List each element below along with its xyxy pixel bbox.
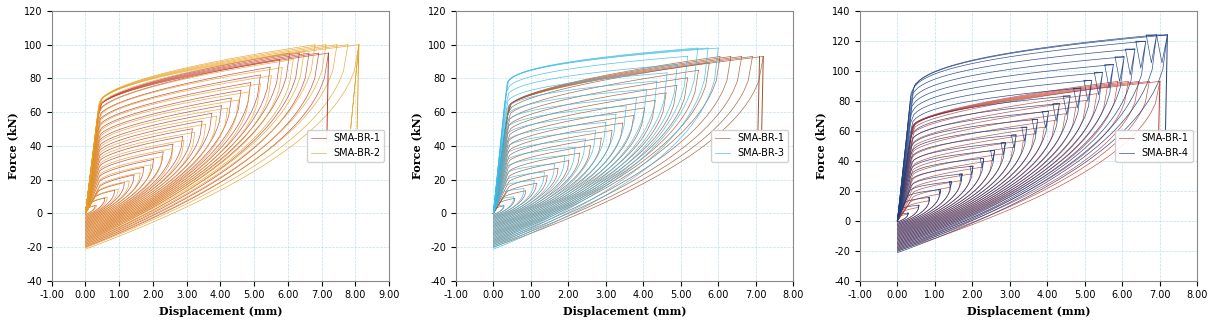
SMA-BR-1 [78,213,92,217]
Line: SMA-BR-4: SMA-BR-4 [898,213,908,222]
Legend: SMA-BR-1, SMA-BR-3: SMA-BR-1, SMA-BR-3 [711,130,789,162]
Y-axis label: Force (kN): Force (kN) [7,112,18,179]
SMA-BR-3 [491,204,505,208]
SMA-BR-1 [492,209,507,213]
SMA-BR-3 [496,203,510,207]
Y-axis label: Force (kN): Force (kN) [411,112,422,179]
SMA-BR-3 [492,204,507,208]
SMA-BR-4 [900,211,915,215]
SMA-BR-4 [897,212,911,215]
SMA-BR-1 [897,217,911,221]
SMA-BR-1 [891,220,905,224]
SMA-BR-1 [492,205,507,209]
SMA-BR-1 [899,215,914,219]
SMA-BR-4 [891,220,905,224]
SMA-BR-2 [89,203,103,207]
SMA-BR-4 [891,219,905,223]
SMA-BR-3 [492,210,507,214]
SMA-BR-3 [486,213,501,217]
X-axis label: Displacement (mm): Displacement (mm) [967,306,1090,317]
SMA-BR-1 [497,204,512,208]
SMA-BR-4 [894,218,909,222]
SMA-BR-1 [78,211,92,215]
SMA-BR-1 [79,213,94,216]
Line: SMA-BR-1: SMA-BR-1 [85,206,95,215]
Line: SMA-BR-3: SMA-BR-3 [493,205,503,215]
SMA-BR-1 [491,211,505,214]
SMA-BR-2 [87,207,102,211]
SMA-BR-1 [83,205,97,209]
SMA-BR-1 [86,207,101,211]
SMA-BR-3 [486,213,501,217]
SMA-BR-1 [894,218,909,222]
Legend: SMA-BR-1, SMA-BR-4: SMA-BR-1, SMA-BR-4 [1115,130,1192,162]
SMA-BR-4 [893,213,908,217]
SMA-BR-1 [87,204,102,208]
SMA-BR-1 [486,213,501,216]
SMA-BR-1 [486,213,501,217]
SMA-BR-2 [78,213,92,217]
SMA-BR-1 [491,205,505,209]
X-axis label: Displacement (mm): Displacement (mm) [159,306,282,317]
SMA-BR-2 [78,211,92,215]
Legend: SMA-BR-1, SMA-BR-2: SMA-BR-1, SMA-BR-2 [307,130,384,162]
SMA-BR-1 [84,205,98,209]
SMA-BR-4 [892,216,906,220]
SMA-BR-1 [496,207,510,211]
SMA-BR-1 [900,212,915,216]
SMA-BR-3 [490,211,504,215]
SMA-BR-1 [83,211,97,214]
SMA-BR-2 [84,204,98,208]
SMA-BR-1 [891,219,905,223]
SMA-BR-3 [486,211,501,215]
SMA-BR-2 [83,205,97,209]
X-axis label: Displacement (mm): Displacement (mm) [563,306,686,317]
SMA-BR-4 [892,213,906,217]
SMA-BR-3 [495,207,509,211]
SMA-BR-2 [83,211,97,214]
SMA-BR-4 [900,211,915,215]
Y-axis label: Force (kN): Force (kN) [815,112,826,179]
SMA-BR-2 [85,209,100,213]
Line: SMA-BR-1: SMA-BR-1 [898,214,908,222]
Line: SMA-BR-1: SMA-BR-1 [493,206,504,215]
SMA-BR-1 [486,211,501,215]
SMA-BR-1 [84,209,98,213]
SMA-BR-1 [895,213,910,217]
Line: SMA-BR-2: SMA-BR-2 [85,205,96,215]
SMA-BR-1 [891,220,905,224]
SMA-BR-2 [79,213,94,216]
SMA-BR-1 [894,214,909,217]
